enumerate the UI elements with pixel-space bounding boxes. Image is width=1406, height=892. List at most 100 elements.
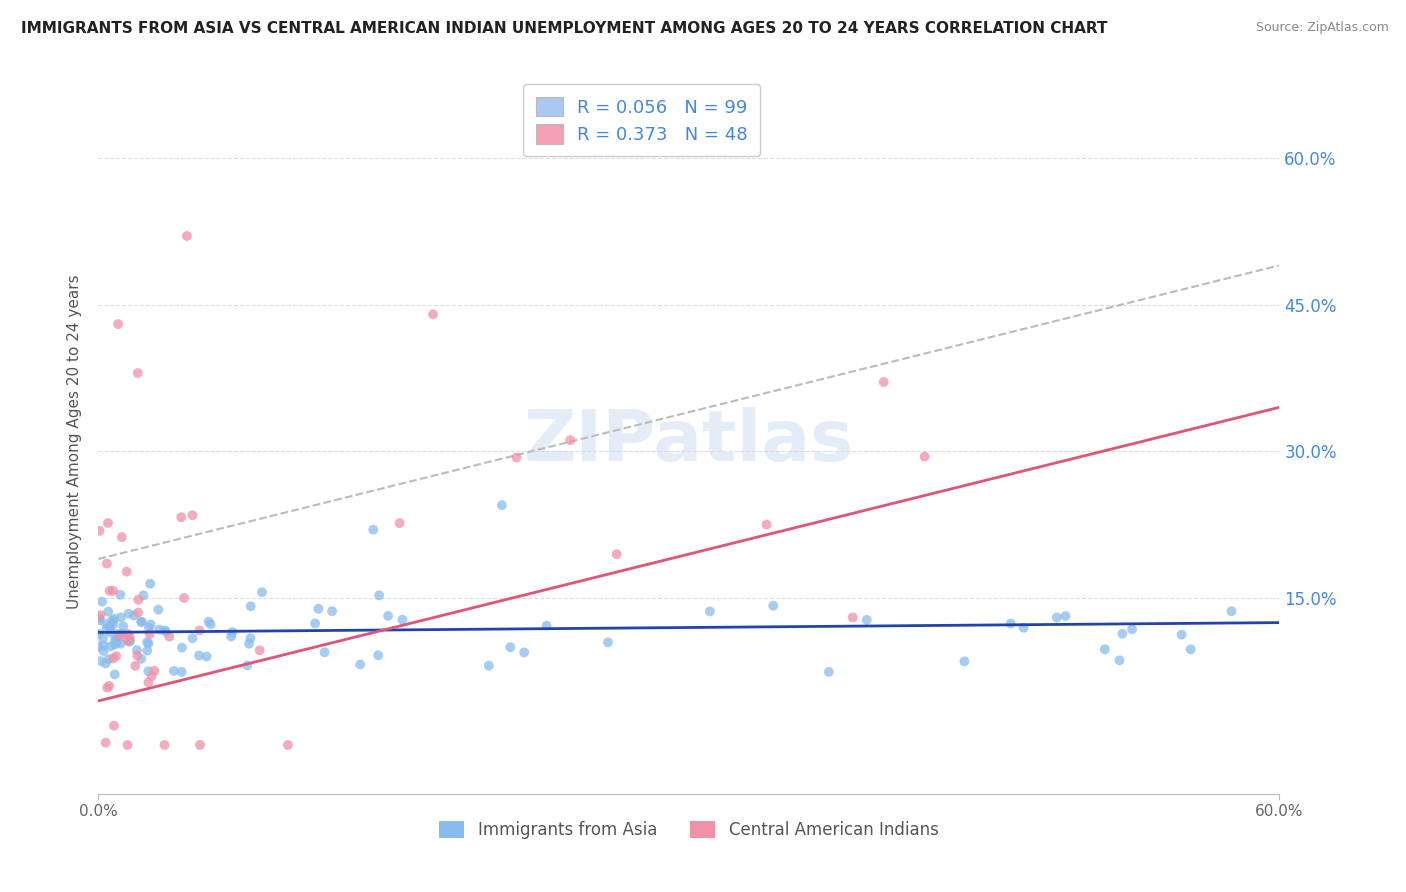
Point (195, 649, 218, 664)
Point (103, 612, 125, 626)
Point (321, 604, 343, 618)
Point (110, 610, 132, 624)
Point (873, 375, 896, 389)
Point (111, 530, 134, 544)
Point (138, 636, 160, 650)
Point (1111, 626, 1133, 640)
Point (170, 640, 193, 655)
Point (176, 229, 198, 244)
Point (139, 617, 162, 632)
Point (105, 632, 128, 647)
Point (105, 649, 128, 664)
Point (125, 643, 148, 657)
Point (96, 622, 118, 636)
Point (129, 652, 152, 666)
Point (136, 643, 159, 657)
Point (89, 524, 111, 538)
Point (127, 366, 149, 380)
Point (155, 624, 177, 639)
Point (188, 738, 211, 752)
Point (131, 615, 153, 629)
Point (855, 613, 877, 627)
Point (361, 523, 384, 537)
Point (110, 637, 132, 651)
Point (953, 654, 976, 668)
Point (314, 645, 336, 659)
Point (188, 624, 211, 638)
Point (368, 588, 391, 602)
Point (124, 658, 146, 673)
Point (117, 738, 139, 752)
Point (90, 654, 112, 668)
Point (122, 608, 145, 623)
Point (606, 547, 628, 561)
Point (118, 630, 141, 644)
Point (118, 634, 141, 648)
Point (93, 639, 115, 653)
Point (197, 615, 219, 629)
Point (1121, 622, 1143, 636)
Point (277, 738, 299, 752)
Point (491, 498, 513, 512)
Point (1054, 609, 1077, 624)
Point (143, 664, 166, 678)
Point (141, 669, 163, 683)
Point (236, 658, 259, 673)
Point (136, 635, 159, 649)
Point (127, 592, 149, 607)
Point (238, 637, 260, 651)
Point (1170, 627, 1192, 641)
Point (1108, 653, 1130, 667)
Point (103, 719, 125, 733)
Point (148, 602, 170, 616)
Point (103, 651, 125, 665)
Point (94, 736, 117, 750)
Point (94, 617, 117, 632)
Point (219, 630, 242, 644)
Point (367, 648, 389, 663)
Point (499, 640, 522, 655)
Point (304, 616, 326, 631)
Point (349, 657, 371, 672)
Point (249, 643, 271, 657)
Point (87, 626, 110, 640)
Point (98, 679, 121, 693)
Point (181, 631, 204, 645)
Point (132, 588, 155, 602)
Point (91, 595, 114, 609)
Point (148, 623, 170, 637)
Point (157, 630, 180, 644)
Point (117, 633, 139, 648)
Point (596, 635, 619, 649)
Point (307, 601, 329, 615)
Point (1180, 642, 1202, 657)
Point (89, 611, 111, 625)
Point (111, 627, 134, 641)
Point (138, 675, 160, 690)
Point (89, 613, 111, 627)
Point (377, 608, 399, 623)
Point (153, 624, 176, 638)
Point (818, 665, 841, 679)
Point (100, 625, 122, 640)
Point (699, 604, 721, 618)
Point (139, 576, 162, 591)
Point (100, 622, 122, 636)
Point (762, 599, 785, 613)
Point (97, 652, 120, 666)
Point (93, 644, 115, 658)
Text: IMMIGRANTS FROM ASIA VS CENTRAL AMERICAN INDIAN UNEMPLOYMENT AMONG AGES 20 TO 24: IMMIGRANTS FROM ASIA VS CENTRAL AMERICAN… (21, 21, 1108, 36)
Point (478, 658, 501, 673)
Point (1094, 642, 1116, 657)
Point (96, 681, 118, 695)
Point (100, 640, 122, 654)
Point (110, 629, 132, 643)
Point (94, 657, 117, 671)
Point (239, 632, 262, 646)
Point (91, 632, 114, 646)
Point (536, 618, 558, 632)
Point (117, 607, 139, 621)
Point (112, 619, 135, 633)
Point (104, 667, 127, 681)
Point (914, 450, 936, 464)
